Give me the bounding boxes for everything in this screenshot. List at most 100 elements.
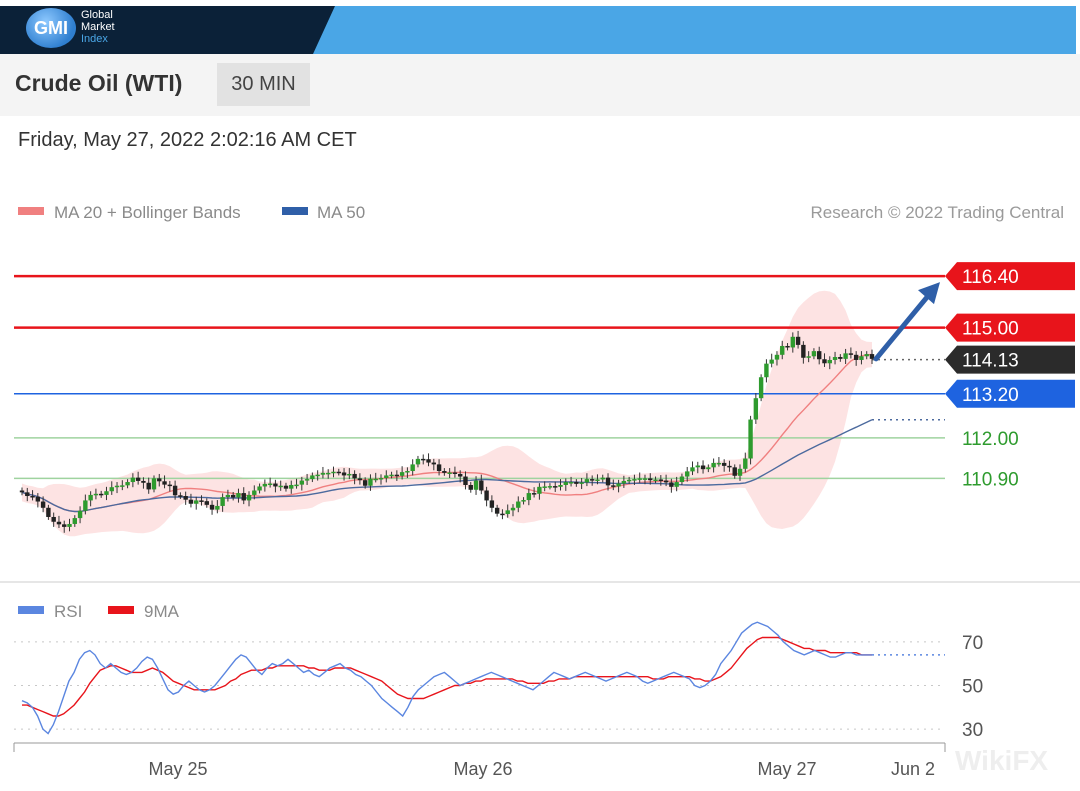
candle-body bbox=[658, 479, 664, 481]
candle-body bbox=[558, 484, 563, 487]
candle-body bbox=[695, 465, 700, 468]
candle-body bbox=[595, 479, 600, 481]
candle-body bbox=[864, 354, 869, 357]
candle-body bbox=[801, 344, 806, 358]
candle-body bbox=[537, 486, 542, 494]
candle-body bbox=[494, 507, 500, 514]
candle-body bbox=[463, 476, 468, 485]
rsi-line bbox=[21, 621, 872, 735]
candle-body bbox=[146, 482, 151, 490]
target-arrow-head bbox=[918, 282, 940, 305]
candle-body bbox=[35, 496, 41, 502]
legend-swatch-9ma bbox=[108, 606, 134, 614]
candle-body bbox=[648, 478, 653, 481]
instrument-header bbox=[0, 54, 1080, 116]
candle-body bbox=[209, 504, 215, 510]
candle-body bbox=[457, 473, 463, 477]
candle-body bbox=[19, 490, 25, 493]
level-label: 110.90 bbox=[962, 469, 1019, 490]
legend-label-ma50: MA 50 bbox=[317, 203, 365, 222]
candle-body bbox=[743, 458, 748, 469]
candle-body bbox=[72, 518, 77, 524]
brand-name: Global Market Index bbox=[81, 9, 115, 45]
candle-body bbox=[774, 354, 780, 360]
candle-body bbox=[700, 465, 706, 470]
candle-body bbox=[336, 471, 341, 474]
candle-body bbox=[104, 491, 109, 495]
candle-body bbox=[120, 485, 125, 487]
candle-body bbox=[252, 490, 257, 495]
candle-body bbox=[547, 486, 553, 488]
candle-body bbox=[294, 484, 299, 487]
candle-body bbox=[167, 484, 173, 487]
candle-body bbox=[711, 462, 716, 468]
candle-body bbox=[347, 473, 352, 476]
candle-body bbox=[278, 485, 283, 488]
x-tick-label: May 27 bbox=[757, 759, 816, 779]
candle-body bbox=[758, 377, 764, 399]
target-arrow bbox=[873, 282, 940, 362]
research-credit: Research © 2022 Trading Central bbox=[811, 203, 1065, 222]
candle-body bbox=[769, 359, 774, 364]
candle-body bbox=[394, 474, 400, 477]
candle-body bbox=[706, 467, 711, 470]
candle-body bbox=[442, 471, 447, 473]
candle-body bbox=[727, 465, 732, 468]
candle-body bbox=[721, 462, 727, 466]
brand-line-3: Index bbox=[81, 33, 108, 45]
candle-body bbox=[183, 496, 188, 500]
timeframe-badge[interactable]: 30 MIN bbox=[217, 63, 310, 106]
candle-body bbox=[199, 500, 204, 502]
legend-label-ma20: MA 20 + Bollinger Bands bbox=[54, 203, 241, 222]
candle-body bbox=[384, 475, 389, 478]
candle-body bbox=[531, 493, 537, 495]
candle-body bbox=[320, 472, 326, 475]
candle-body bbox=[67, 523, 72, 527]
candle-body bbox=[304, 479, 310, 481]
candle-body bbox=[341, 472, 347, 476]
candle-body bbox=[817, 351, 822, 360]
candle-body bbox=[838, 357, 843, 359]
candle-body bbox=[273, 483, 278, 487]
candle-body bbox=[410, 464, 415, 472]
candle-body bbox=[40, 501, 46, 508]
candle-body bbox=[737, 468, 743, 476]
candle-body bbox=[257, 486, 262, 491]
brand-line-2: Market bbox=[81, 21, 115, 33]
candle-body bbox=[853, 354, 859, 360]
candle-body bbox=[563, 482, 568, 485]
candle-body bbox=[869, 354, 875, 359]
candle-body bbox=[468, 484, 473, 490]
candle-body bbox=[669, 482, 674, 487]
level-tag bbox=[945, 313, 1075, 342]
candle-body bbox=[484, 490, 489, 501]
level-tag bbox=[945, 262, 1075, 291]
candle-body bbox=[632, 479, 637, 481]
candle-body bbox=[859, 356, 864, 360]
candle-body bbox=[716, 462, 722, 465]
candle-body bbox=[230, 494, 236, 498]
price-legend: MA 20 + Bollinger Bands MA 50 Research ©… bbox=[18, 203, 1064, 222]
candle-body bbox=[141, 480, 146, 483]
gmi-logo[interactable]: GMI bbox=[26, 8, 76, 48]
candle-body bbox=[753, 398, 759, 420]
candle-body bbox=[611, 485, 616, 487]
candle-body bbox=[299, 480, 305, 485]
candle-body bbox=[616, 483, 621, 487]
report-datetime: Friday, May 27, 2022 2:02:16 AM CET bbox=[18, 129, 357, 151]
legend-swatch-ma50 bbox=[282, 207, 308, 215]
level-tag bbox=[945, 379, 1075, 408]
candle-body bbox=[690, 467, 695, 472]
candle-body bbox=[262, 483, 268, 487]
candle-body bbox=[843, 353, 848, 359]
candle-body bbox=[109, 487, 114, 492]
candle-body bbox=[188, 499, 194, 504]
candle-body bbox=[194, 500, 199, 504]
candle-body bbox=[62, 524, 67, 527]
bollinger-bands bbox=[22, 290, 872, 537]
candle-body bbox=[431, 462, 437, 465]
candle-body bbox=[220, 497, 225, 506]
level-tag-label: 114.13 bbox=[962, 351, 1019, 372]
level-tag-label: 116.40 bbox=[962, 267, 1019, 288]
